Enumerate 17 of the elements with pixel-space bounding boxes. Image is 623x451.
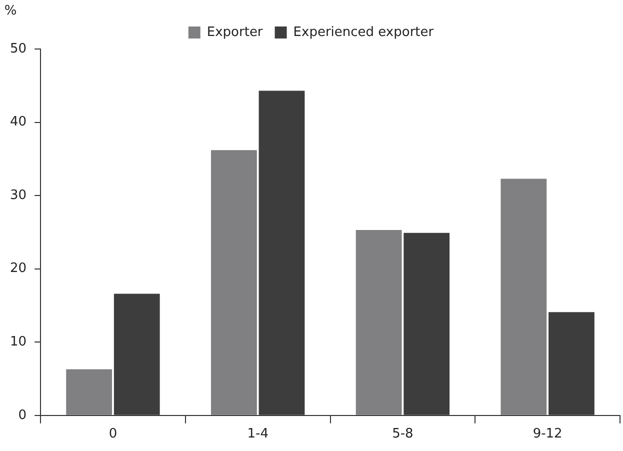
x-tick-label: 9-12 — [532, 426, 562, 442]
bar — [66, 369, 112, 415]
bar — [356, 230, 402, 415]
x-tick-label: 0 — [108, 426, 118, 442]
y-axis-title: % — [4, 3, 17, 18]
y-tick-label: 20 — [10, 261, 27, 276]
y-tick-label: 10 — [10, 334, 27, 350]
y-tick-label: 30 — [10, 188, 27, 203]
bar — [500, 178, 547, 415]
y-tick-label: 50 — [10, 41, 27, 56]
legend-label: Exporter — [206, 24, 264, 40]
y-tick-label: 0 — [18, 408, 27, 423]
x-tick-label: 1-4 — [247, 426, 268, 442]
y-tick-label: 40 — [10, 114, 27, 130]
legend-label: Experienced exporter — [293, 24, 434, 40]
x-tick-label: 5-8 — [392, 426, 414, 442]
bar — [210, 150, 257, 415]
